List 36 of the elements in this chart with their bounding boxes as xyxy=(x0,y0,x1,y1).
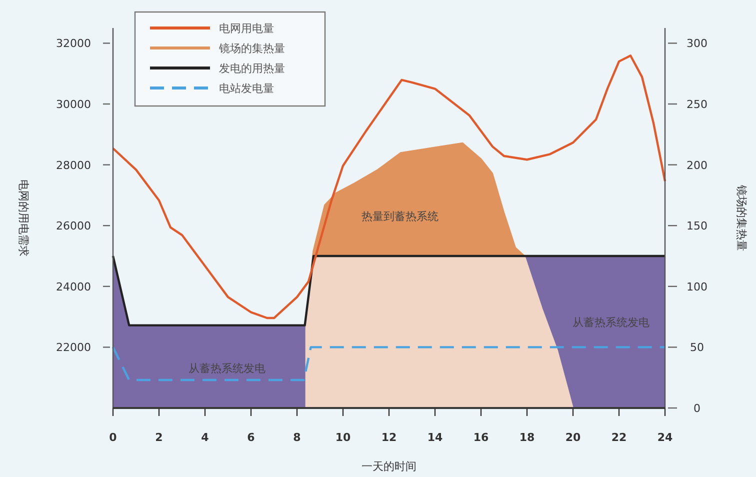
annotation: 从蓄热系统发电 xyxy=(188,362,266,375)
legend-label: 电站发电量 xyxy=(219,82,274,95)
x-tick-label: 12 xyxy=(381,431,397,444)
y2-tick-label: 200 xyxy=(686,158,708,172)
x-tick-label: 4 xyxy=(201,431,210,444)
x-tick-label: 10 xyxy=(335,431,351,444)
y2-tick-label: 0 xyxy=(694,402,700,415)
legend-label: 镜场的集热量 xyxy=(218,42,285,55)
y2-tick-label: 300 xyxy=(686,37,708,50)
y-tick-label: 32000 xyxy=(56,37,91,50)
y-tick-label: 22000 xyxy=(56,341,91,354)
legend-label: 发电的用热量 xyxy=(219,62,285,75)
x-tick-label: 8 xyxy=(293,431,301,444)
x-axis-title: 一天的时间 xyxy=(362,460,416,473)
x-tick-label: 16 xyxy=(473,431,489,444)
y2-axis-title: 镜场的集热量 xyxy=(735,184,748,251)
y-tick-label: 24000 xyxy=(56,280,91,294)
y2-tick-label: 50 xyxy=(690,341,704,354)
y-tick-label: 28000 xyxy=(56,158,91,172)
x-tick-label: 2 xyxy=(155,431,163,444)
x-tick-label: 6 xyxy=(247,431,256,444)
legend-label: 电网用电量 xyxy=(219,22,274,35)
y2-tick-label: 250 xyxy=(686,98,708,111)
y-tick-label: 26000 xyxy=(56,220,91,233)
x-tick-label: 20 xyxy=(565,431,581,444)
annotation: 热量到蓄热系统 xyxy=(362,210,438,223)
y2-tick-label: 150 xyxy=(686,220,708,233)
x-tick-label: 14 xyxy=(427,431,443,444)
x-tick-label: 0 xyxy=(109,431,118,444)
y2-tick-label: 100 xyxy=(686,280,708,294)
y-tick-label: 30000 xyxy=(56,98,91,111)
x-tick-label: 22 xyxy=(611,431,627,444)
y-axis-title: 电网的用电需求 xyxy=(17,180,30,256)
annotation: 从蓄热系统发电 xyxy=(572,316,650,329)
x-tick-label: 18 xyxy=(519,431,535,444)
x-tick-label: 24 xyxy=(657,431,673,444)
